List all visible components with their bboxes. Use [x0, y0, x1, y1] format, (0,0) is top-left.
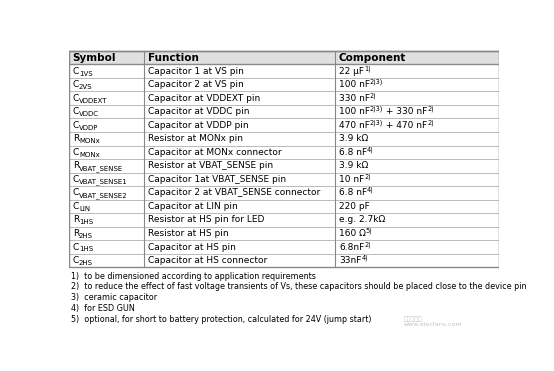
Text: Capacitor 2 at VS pin: Capacitor 2 at VS pin: [148, 80, 244, 89]
Text: 6.8nF: 6.8nF: [339, 243, 364, 252]
Text: 2HS: 2HS: [79, 233, 93, 239]
Text: 2): 2): [364, 241, 371, 247]
Text: 10 nF: 10 nF: [339, 175, 364, 184]
Text: VBAT_SENSE1: VBAT_SENSE1: [79, 178, 127, 185]
Text: 100 nF: 100 nF: [339, 107, 370, 116]
Bar: [69, 51, 499, 64]
Text: VBAT_SENSE: VBAT_SENSE: [79, 165, 123, 172]
Text: R: R: [73, 134, 79, 143]
Text: Capacitor 1at VBAT_SENSE pin: Capacitor 1at VBAT_SENSE pin: [148, 175, 286, 184]
Text: Capacitor at HS pin: Capacitor at HS pin: [148, 243, 235, 252]
Text: e.g. 2.7kΩ: e.g. 2.7kΩ: [339, 216, 385, 224]
Text: Capacitor at VDDC pin: Capacitor at VDDC pin: [148, 107, 249, 116]
Text: MONx: MONx: [79, 152, 100, 158]
Text: C: C: [73, 188, 79, 197]
Text: Symbol: Symbol: [73, 53, 116, 63]
Text: Resistor at VBAT_SENSE pin: Resistor at VBAT_SENSE pin: [148, 161, 273, 170]
Text: VDDEXT: VDDEXT: [79, 98, 107, 104]
Text: Component: Component: [339, 53, 406, 63]
Text: 电子发烧友
www.elecfans.com: 电子发烧友 www.elecfans.com: [404, 316, 463, 327]
Text: C: C: [73, 107, 79, 116]
Text: 5): 5): [366, 227, 372, 234]
Text: + 330 nF: + 330 nF: [383, 107, 427, 116]
Text: Function: Function: [148, 53, 199, 63]
Text: Resistor at HS pin for LED: Resistor at HS pin for LED: [148, 216, 264, 224]
Text: 2): 2): [427, 119, 434, 126]
Text: C: C: [73, 80, 79, 89]
Text: Capacitor at VDDEXT pin: Capacitor at VDDEXT pin: [148, 93, 260, 103]
Text: 4): 4): [361, 255, 368, 261]
Text: 2)3): 2)3): [370, 79, 383, 85]
Text: R: R: [73, 229, 79, 238]
Text: R: R: [73, 161, 79, 170]
Text: MONx: MONx: [79, 138, 100, 144]
Text: C: C: [73, 243, 79, 252]
Text: 6.8 nF: 6.8 nF: [339, 188, 367, 197]
Text: 2)  to reduce the effect of fast voltage transients of Vs, these capacitors shou: 2) to reduce the effect of fast voltage …: [70, 282, 526, 292]
Text: 5)  optional, for short to battery protection, calculated for 24V (jump start): 5) optional, for short to battery protec…: [70, 315, 371, 324]
Text: 2): 2): [427, 106, 434, 112]
Text: Capacitor at MONx connector: Capacitor at MONx connector: [148, 148, 281, 157]
Text: 470 nF: 470 nF: [339, 121, 370, 130]
Text: 22 μF: 22 μF: [339, 67, 364, 76]
Text: + 470 nF: + 470 nF: [383, 121, 427, 130]
Text: 2VS: 2VS: [79, 84, 93, 90]
Text: 4): 4): [367, 146, 373, 153]
Text: R: R: [73, 216, 79, 224]
Text: 2HS: 2HS: [79, 260, 93, 266]
Text: 160 Ω: 160 Ω: [339, 229, 366, 238]
Text: 4): 4): [367, 187, 373, 193]
Text: 1): 1): [364, 65, 371, 72]
Text: 1)  to be dimensioned according to application requirements: 1) to be dimensioned according to applic…: [70, 272, 315, 280]
Text: 2): 2): [364, 173, 371, 180]
Text: VDDP: VDDP: [79, 125, 98, 131]
Text: 4)  for ESD GUN: 4) for ESD GUN: [70, 304, 134, 313]
Text: 330 nF: 330 nF: [339, 93, 370, 103]
Text: VBAT_SENSE2: VBAT_SENSE2: [79, 192, 127, 199]
Text: C: C: [73, 148, 79, 157]
Text: 3)  ceramic capacitor: 3) ceramic capacitor: [70, 293, 157, 302]
Text: 3.9 kΩ: 3.9 kΩ: [339, 161, 368, 170]
Text: C: C: [73, 67, 79, 76]
Text: 2)3): 2)3): [370, 106, 383, 112]
Text: C: C: [73, 93, 79, 103]
Text: C: C: [73, 175, 79, 184]
Text: 3.9 kΩ: 3.9 kΩ: [339, 134, 368, 143]
Text: Capacitor at VDDP pin: Capacitor at VDDP pin: [148, 121, 248, 130]
Text: Resistor at MONx pin: Resistor at MONx pin: [148, 134, 243, 143]
Bar: [69, 51, 499, 267]
Text: C: C: [73, 121, 79, 130]
Text: Capacitor at HS connector: Capacitor at HS connector: [148, 256, 267, 265]
Text: Capacitor 1 at VS pin: Capacitor 1 at VS pin: [148, 67, 244, 76]
Text: Capacitor at LIN pin: Capacitor at LIN pin: [148, 202, 238, 211]
Text: C: C: [73, 202, 79, 211]
Text: 1HS: 1HS: [79, 246, 93, 253]
Text: 2): 2): [370, 92, 377, 99]
Text: 220 pF: 220 pF: [339, 202, 370, 211]
Text: 33nF: 33nF: [339, 256, 361, 265]
Text: Capacitor 2 at VBAT_SENSE connector: Capacitor 2 at VBAT_SENSE connector: [148, 188, 320, 197]
Text: C: C: [73, 256, 79, 265]
Text: 2)3): 2)3): [370, 119, 383, 126]
Text: Resistor at HS pin: Resistor at HS pin: [148, 229, 228, 238]
Text: 1HS: 1HS: [79, 219, 93, 226]
Text: LIN: LIN: [79, 206, 90, 212]
Text: 1VS: 1VS: [79, 70, 93, 76]
Text: VDDC: VDDC: [79, 111, 99, 117]
Text: 6.8 nF: 6.8 nF: [339, 148, 367, 157]
Text: 100 nF: 100 nF: [339, 80, 370, 89]
